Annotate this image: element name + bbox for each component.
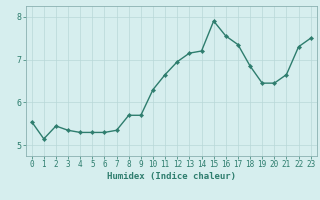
X-axis label: Humidex (Indice chaleur): Humidex (Indice chaleur) [107, 172, 236, 181]
